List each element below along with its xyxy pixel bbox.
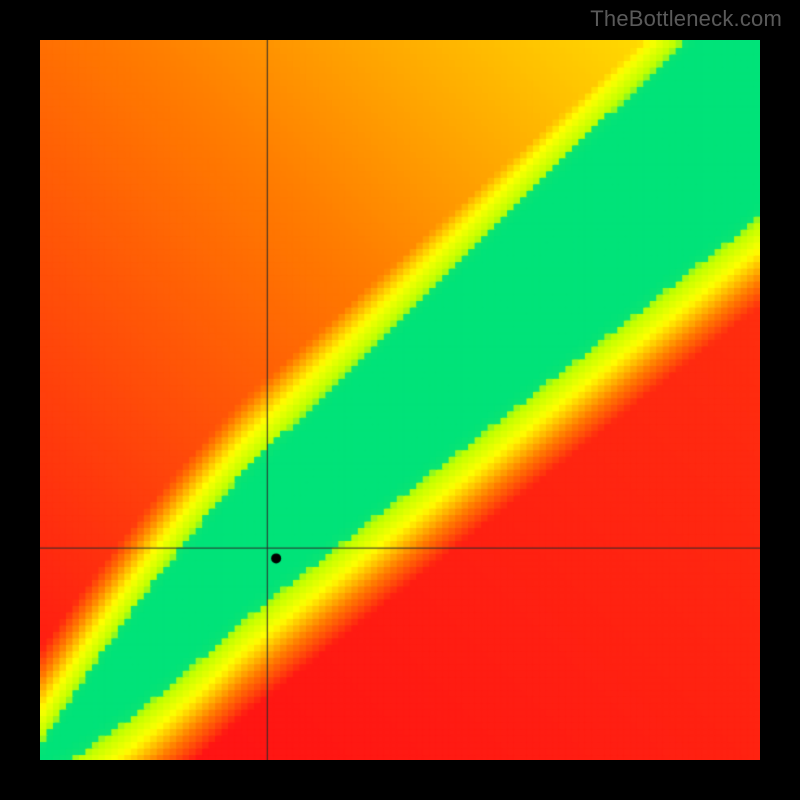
bottleneck-heatmap	[40, 40, 760, 760]
chart-container: TheBottleneck.com	[0, 0, 800, 800]
watermark-text: TheBottleneck.com	[590, 6, 782, 32]
